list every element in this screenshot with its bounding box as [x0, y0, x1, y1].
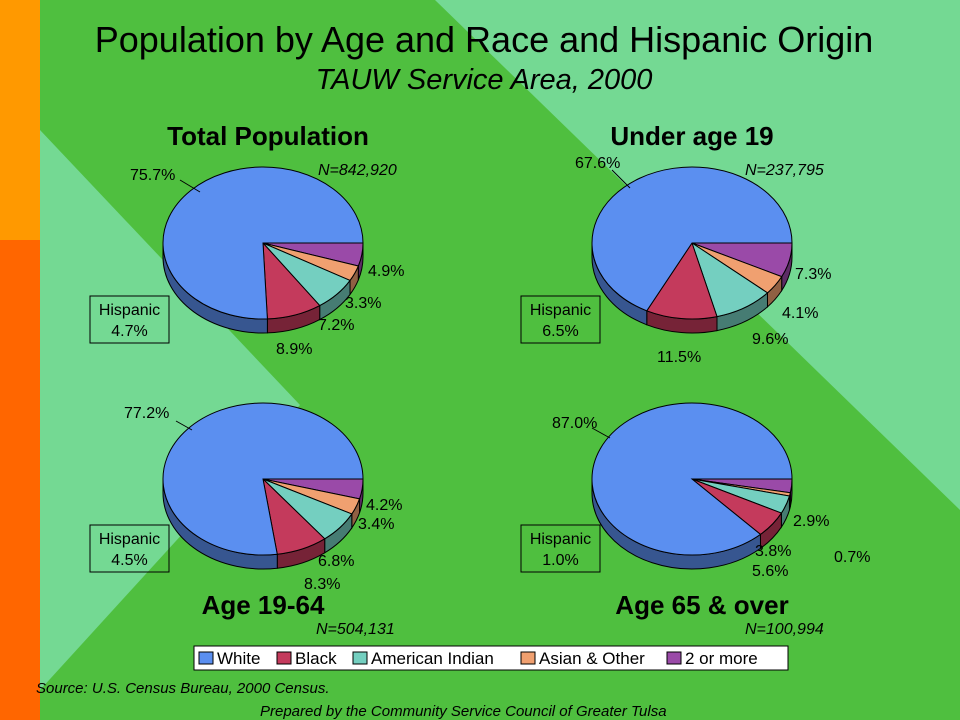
- legend-box: [193, 645, 789, 671]
- pie-2-title: Under age 19: [610, 121, 773, 151]
- pie-4-n-label: N=100,994: [745, 621, 824, 638]
- pie-3-label-american-indian: 6.8%: [318, 553, 354, 570]
- pie-3-hispanic-box: [89, 524, 170, 573]
- pie-1-hispanic-value: 4.7%: [111, 323, 147, 340]
- pie-1-label-asian-other: 3.3%: [345, 295, 381, 312]
- pie-charts: Total Population N=842,920 75.7% 8.9% 7.2% 3.…: [89, 121, 870, 638]
- pie-2-hispanic-value: 6.5%: [542, 323, 578, 340]
- pie-2-label-asian-other: 4.1%: [782, 305, 818, 322]
- legend-swatch-black: [276, 651, 292, 665]
- legend-label-white: White: [217, 649, 260, 668]
- pie-4-slice-white: [591, 402, 793, 556]
- legend-swatch-white: [198, 651, 214, 665]
- pie-2-label-two-or-more: 7.3%: [795, 266, 831, 283]
- legend-swatch-two-or-more: [666, 651, 682, 665]
- pie-2-label-american-indian: 9.6%: [752, 331, 788, 348]
- legend-label-black: Black: [295, 649, 337, 668]
- pie-3-slice-white: [162, 402, 364, 556]
- chart-legend: White Black American Indian Asian & Othe…: [193, 645, 789, 671]
- page-title: Population by Age and Race and Hispanic …: [95, 19, 874, 60]
- pie-3-label-asian-other: 3.4%: [358, 516, 394, 533]
- legend-label-two-or-more: 2 or more: [685, 649, 758, 668]
- pie-chart-3: Age 19-64N=504,131 77.2% 8.3% 6.8% 3.4% 4.2% H…: [89, 402, 402, 638]
- legend-label-american-indian: American Indian: [371, 649, 494, 668]
- pie-3-label-black: 8.3%: [304, 576, 340, 593]
- legend-swatch-american-indian: [352, 651, 368, 665]
- pie-4-label-asian-other: 0.7%: [834, 549, 870, 566]
- pie-3-label-white: 77.2%: [124, 405, 169, 422]
- pie-3-hispanic-label: Hispanic: [99, 531, 160, 548]
- pie-4-label-black: 5.6%: [752, 563, 788, 580]
- pie-4-label-two-or-more: 2.9%: [793, 513, 829, 530]
- pie-4-hispanic-box: [520, 524, 601, 573]
- pie-2-slice-black: [646, 241, 718, 320]
- pie-4-hispanic-value: 1.0%: [542, 552, 578, 569]
- pie-3-n-label: N=504,131: [316, 621, 395, 638]
- pie-1-slice-white: [162, 166, 364, 320]
- pie-2-label-white: 67.6%: [575, 155, 620, 172]
- pie-1-label-white: 75.7%: [130, 167, 175, 184]
- pie-1-hispanic-box: [89, 295, 170, 344]
- pie-3-hispanic-value: 4.5%: [111, 552, 147, 569]
- pie-2-hispanic-label: Hispanic: [530, 302, 591, 319]
- source-note: Source: U.S. Census Bureau, 2000 Census.: [36, 680, 330, 697]
- accent-bar-top: [0, 0, 40, 240]
- pie-chart-2: Under age 19 N=237,795 67.6% 11.5% 9.6% 4.1% 7…: [520, 121, 831, 366]
- pie-4-hispanic-label: Hispanic: [530, 531, 591, 548]
- pie-3-leader-line: [175, 420, 193, 431]
- pie-3-label-two-or-more: 4.2%: [366, 497, 402, 514]
- prepared-by-note: Prepared by the Community Service Counci…: [260, 703, 667, 720]
- pie-1-label-two-or-more: 4.9%: [368, 263, 404, 280]
- legend-label-asian-other: Asian & Other: [539, 649, 645, 668]
- accent-bar-bottom: [0, 240, 40, 720]
- pie-2-leader-line: [611, 169, 631, 189]
- pie-2-n-label: N=237,795: [745, 162, 824, 179]
- pie-1-title: Total Population: [167, 121, 369, 151]
- pie-1-leader-line: [179, 179, 201, 193]
- pie-1-label-black: 8.9%: [276, 341, 312, 358]
- pie-2-slice-white: [591, 166, 793, 312]
- background-diamond-right: [920, 390, 960, 470]
- pie-1-label-american-indian: 7.2%: [318, 317, 354, 334]
- page-subtitle: TAUW Service Area, 2000: [316, 64, 653, 96]
- pie-4-leader-line: [591, 427, 611, 439]
- pie-2-hispanic-box: [520, 295, 601, 344]
- pie-4-title: Age 65 & over: [615, 590, 788, 620]
- pie-1-hispanic-label: Hispanic: [99, 302, 160, 319]
- pie-chart-1: Total Population N=842,920 75.7% 8.9% 7.2% 3.…: [89, 121, 404, 358]
- pie-3-title: Age 19-64: [202, 590, 325, 620]
- pie-2-label-black: 11.5%: [657, 349, 701, 366]
- legend-swatch-asian-other: [520, 651, 536, 665]
- pie-4-label-american-indian: 3.8%: [755, 543, 791, 560]
- pie-4-label-white: 87.0%: [552, 415, 597, 432]
- background-diamond-left: [40, 130, 300, 690]
- pie-1-n-label: N=842,920: [318, 162, 397, 179]
